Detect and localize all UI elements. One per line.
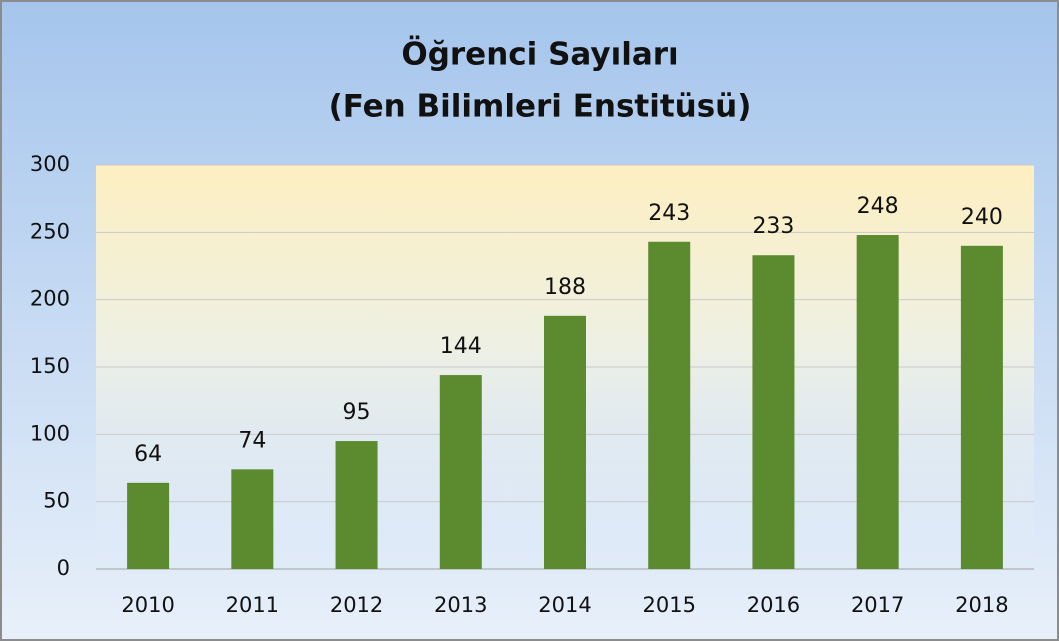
chart-subtitle: (Fen Bilimleri Enstitüsü): [329, 89, 752, 125]
y-tick-label: 50: [43, 489, 70, 513]
bar: [439, 375, 482, 569]
data-label: 74: [238, 428, 266, 453]
data-label: 233: [752, 214, 794, 239]
data-label: 243: [648, 201, 690, 226]
bar: [960, 245, 1003, 570]
x-tick-label: 2015: [642, 593, 695, 617]
x-tick-label: 2017: [851, 593, 904, 617]
x-tick-label: 2018: [955, 593, 1008, 617]
data-label: 144: [440, 334, 482, 359]
data-label: 95: [343, 400, 371, 425]
x-tick-label: 2011: [226, 593, 279, 617]
y-tick-label: 250: [30, 219, 70, 243]
data-label: 188: [544, 275, 586, 300]
data-label: 248: [857, 194, 899, 219]
bar: [752, 255, 795, 569]
x-tick-label: 2012: [330, 593, 383, 617]
bar: [648, 241, 691, 569]
bar: [856, 235, 899, 569]
y-tick-label: 300: [30, 152, 70, 176]
data-label: 64: [134, 442, 162, 467]
bar: [231, 469, 274, 569]
bar: [335, 441, 378, 569]
data-label: 240: [961, 205, 1003, 230]
y-tick-label: 100: [30, 421, 70, 445]
x-tick-label: 2016: [747, 593, 800, 617]
x-tick-label: 2013: [434, 593, 487, 617]
x-tick-label: 2010: [121, 593, 174, 617]
bar: [127, 482, 170, 569]
bar: [544, 315, 586, 569]
y-tick-label: 200: [30, 287, 70, 311]
chart-title: Öğrenci Sayıları: [401, 36, 678, 73]
y-tick-label: 0: [57, 556, 70, 580]
y-tick-label: 150: [30, 354, 70, 378]
x-tick-label: 2014: [538, 593, 591, 617]
